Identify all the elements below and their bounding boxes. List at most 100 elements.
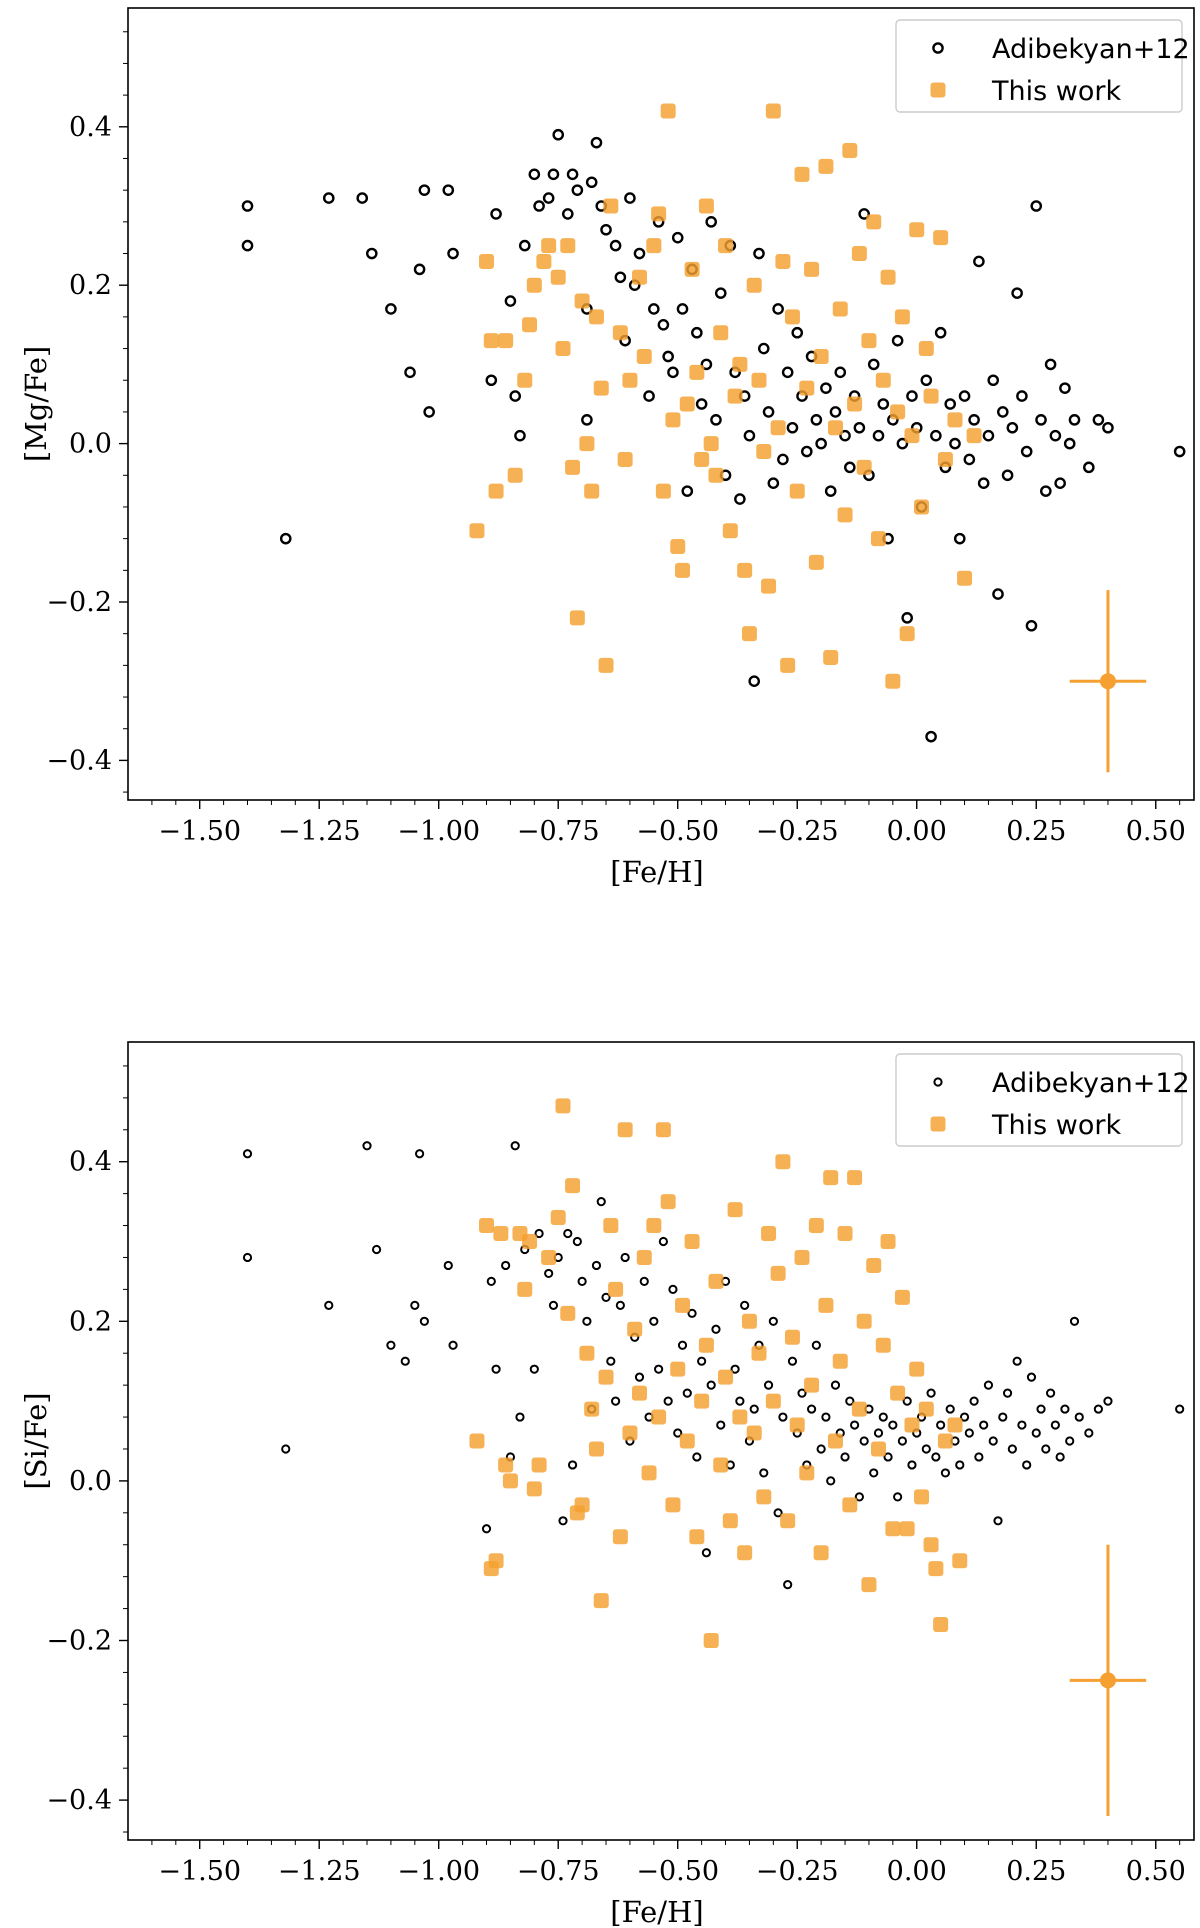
this-work-point (784, 1329, 800, 1345)
adibekyan-point (534, 1228, 544, 1239)
adibekyan-point (581, 414, 593, 426)
this-work-point (923, 388, 939, 404)
adibekyan-point (386, 1340, 396, 1350)
adibekyan-point (1050, 1420, 1060, 1430)
adibekyan-point (1025, 619, 1038, 632)
adibekyan-point (1022, 1460, 1032, 1470)
this-work-point (765, 1393, 781, 1409)
adibekyan-point (1017, 1420, 1027, 1430)
this-work-point (746, 1425, 762, 1441)
x-axis-label: [Fe/H] (610, 855, 703, 889)
legend-label-adibekyan: Adibekyan+12 (992, 34, 1190, 65)
this-work-point (894, 309, 910, 325)
adibekyan-point (410, 1300, 420, 1310)
adibekyan-point (877, 398, 890, 410)
this-work-point (574, 1497, 590, 1513)
this-work-point (866, 214, 882, 230)
this-work-point (842, 143, 858, 159)
this-work-point (694, 1393, 710, 1409)
adibekyan-point (596, 1197, 606, 1207)
this-work-point (737, 1545, 753, 1561)
this-work-point (847, 1170, 863, 1186)
error-bar-center (1099, 673, 1116, 690)
adibekyan-point (485, 374, 498, 387)
this-work-point (522, 1234, 538, 1249)
this-work-point (622, 1425, 638, 1441)
adibekyan-point (695, 398, 708, 410)
adibekyan-point (400, 1356, 410, 1366)
adibekyan-point (1102, 421, 1114, 434)
this-work-point (856, 459, 872, 475)
this-work-point (670, 1361, 686, 1377)
this-work-point (789, 483, 805, 499)
this-work-point (565, 1178, 581, 1194)
adibekyan-point (486, 1276, 496, 1287)
this-work-point (756, 1489, 772, 1505)
this-work-point (933, 1617, 949, 1633)
this-work-point (832, 1353, 848, 1369)
this-work-point (498, 1457, 514, 1473)
adibekyan-point (763, 1380, 774, 1390)
adibekyan-point (714, 287, 727, 299)
adibekyan-point (840, 1452, 850, 1462)
x-tick-label: −0.50 (636, 816, 719, 847)
y-tick-label: −0.2 (46, 1626, 112, 1657)
adibekyan-point (820, 382, 832, 394)
this-work-point (517, 1281, 533, 1297)
this-work-point (479, 1218, 495, 1234)
adibekyan-point (826, 1476, 836, 1486)
adibekyan-point (510, 1141, 520, 1151)
adibekyan-point (241, 200, 254, 212)
adibekyan-point (1055, 1452, 1065, 1462)
adibekyan-point (859, 1436, 869, 1446)
adibekyan-point (891, 334, 904, 347)
adibekyan-point (491, 1364, 501, 1374)
adibekyan-point (787, 1356, 798, 1366)
this-work-point (718, 1369, 734, 1385)
this-work-point (818, 158, 834, 174)
adibekyan-point (834, 366, 847, 379)
this-work-point (612, 1529, 628, 1545)
adibekyan-point (1045, 1388, 1056, 1398)
this-work-point (732, 1409, 748, 1425)
adibekyan-point (371, 1244, 382, 1255)
adibekyan-point (671, 231, 684, 244)
this-work-point (794, 166, 810, 182)
adibekyan-point (759, 1468, 769, 1478)
adibekyan-point (673, 1428, 683, 1438)
y-tick-label: 0.2 (69, 270, 112, 301)
x-tick-label: −1.50 (158, 1856, 241, 1887)
adibekyan-point (590, 136, 603, 149)
y-axis-label: [Mg/Fe] (19, 346, 53, 462)
this-work-point (483, 333, 499, 349)
adibekyan-point (931, 1452, 941, 1462)
x-tick-label: 0.50 (1126, 1856, 1186, 1887)
this-work-point (789, 1417, 805, 1433)
this-work-point (579, 436, 595, 452)
this-work-point (498, 333, 514, 349)
this-work-point (588, 309, 604, 325)
adibekyan-point (757, 342, 770, 355)
adibekyan-point (883, 1452, 893, 1462)
adibekyan-point (682, 1388, 692, 1398)
this-work-point (727, 1202, 743, 1218)
this-work-point (780, 1513, 796, 1529)
this-work-point (636, 1249, 652, 1265)
this-work-point (813, 1545, 829, 1561)
adibekyan-point (490, 208, 502, 220)
this-work-point (679, 396, 695, 412)
legend-box (895, 19, 1183, 113)
this-work-point (818, 1297, 834, 1313)
this-work-point (588, 1441, 604, 1457)
data-layer (242, 1098, 1185, 1817)
legend-label-this-work: This work (991, 76, 1121, 107)
adibekyan-point (1083, 461, 1095, 474)
adibekyan-point (1092, 414, 1105, 426)
adibekyan-point (749, 1404, 759, 1414)
adibekyan-point (974, 1452, 984, 1462)
adibekyan-point (567, 1460, 578, 1470)
this-work-point (827, 1433, 843, 1449)
adibekyan-point (869, 1468, 879, 1478)
x-tick-label: 0.50 (1126, 816, 1186, 847)
this-work-point (885, 1521, 901, 1537)
